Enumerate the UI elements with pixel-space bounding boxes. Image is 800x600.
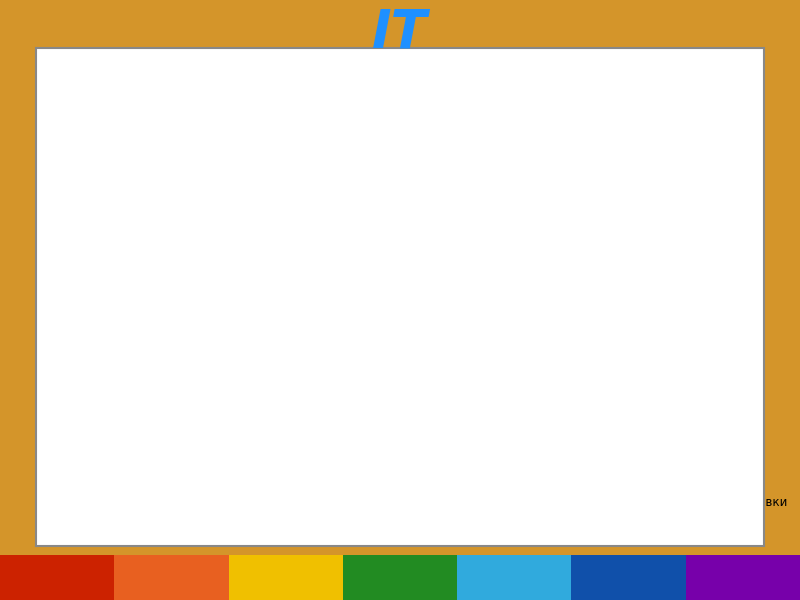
Circle shape <box>400 361 410 368</box>
Text: L3: L3 <box>726 238 748 256</box>
Text: L2: L2 <box>726 184 748 202</box>
Circle shape <box>278 189 289 196</box>
Circle shape <box>647 366 658 373</box>
Text: Открытые
проводящие части: Открытые проводящие части <box>327 494 451 523</box>
Circle shape <box>504 134 514 141</box>
Text: Заземлитель
электроустановки: Заземлитель электроустановки <box>673 481 787 509</box>
Circle shape <box>496 283 522 301</box>
Bar <box>484 280 666 444</box>
Bar <box>509 369 640 429</box>
Text: Источник
электроэнергии: Источник электроэнергии <box>54 63 161 92</box>
Bar <box>222 280 418 444</box>
Circle shape <box>533 283 558 301</box>
Circle shape <box>252 401 278 419</box>
Circle shape <box>234 283 260 301</box>
Circle shape <box>577 244 587 251</box>
Circle shape <box>365 283 391 301</box>
Circle shape <box>307 283 333 301</box>
Circle shape <box>522 401 548 419</box>
Bar <box>61 310 91 357</box>
Circle shape <box>569 283 595 301</box>
Bar <box>247 364 393 429</box>
Circle shape <box>242 134 252 141</box>
Text: Потребители: Потребители <box>346 264 454 280</box>
Text: Сопротивление
заземления
нейтрали: Сопротивление заземления нейтрали <box>100 302 197 347</box>
Circle shape <box>541 189 550 196</box>
Circle shape <box>270 283 297 301</box>
Circle shape <box>558 401 584 419</box>
Circle shape <box>315 244 325 251</box>
Text: Заземлитель
электроустановки: Заземлитель электроустановки <box>210 481 325 509</box>
Text: L1: L1 <box>726 128 748 146</box>
Text: IT: IT <box>372 7 428 59</box>
Circle shape <box>289 401 315 419</box>
Circle shape <box>325 401 351 419</box>
Circle shape <box>613 283 638 301</box>
